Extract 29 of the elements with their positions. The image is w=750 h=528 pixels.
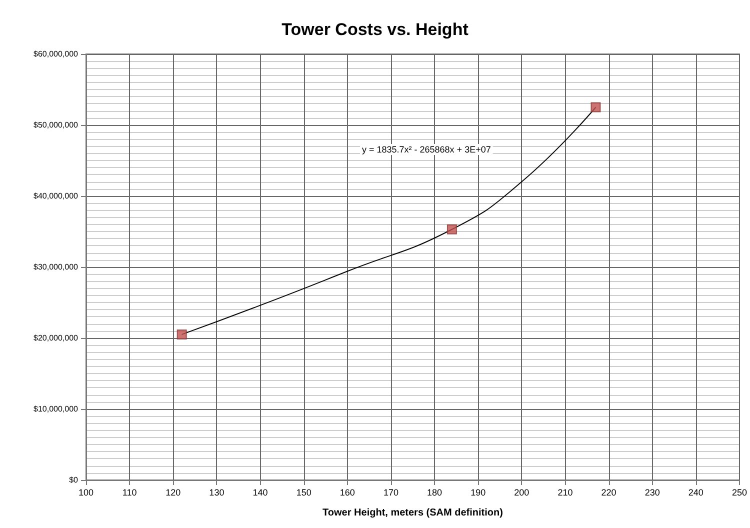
x-tick-label: 210 [558,488,573,498]
y-tick-label: $10,000,000 [34,404,79,414]
x-tick-label: 240 [688,488,704,498]
x-tick-label: 170 [383,488,398,498]
y-tick-label: $20,000,000 [34,334,79,342]
x-tick-label: 110 [122,488,137,498]
x-tick-label: 180 [427,488,442,498]
point [446,224,457,234]
x-tick-label: 130 [209,488,224,498]
x-tick-label: 200 [514,488,530,498]
y-tick-label: $0 [69,476,79,484]
y-tick-label: $60,000,000 [34,50,79,58]
point [176,329,187,340]
x-axis-title: Tower Height, meters (SAM definition) [322,508,503,518]
x-tick-label: 100 [78,488,94,498]
y-tick-label: $40,000,000 [34,192,79,200]
x-tick-label: 230 [644,488,660,498]
x-tick-label: 250 [732,488,748,498]
x-tick-label: 150 [296,488,312,498]
annotation: y = 1835.7x² - 265868x + 3E+07 [362,144,491,154]
chart-title: Tower Costs vs. Height [282,20,469,39]
x-tick-label: 220 [601,488,616,498]
x-tick-label: 190 [470,488,486,498]
x-tick-label: 160 [340,488,355,498]
y-tick-label: $50,000,000 [34,120,79,130]
x-tick-label: 140 [252,488,268,498]
y-tick-label: $30,000,000 [34,262,79,272]
x-tick-label: 120 [166,488,181,498]
point [590,102,601,112]
